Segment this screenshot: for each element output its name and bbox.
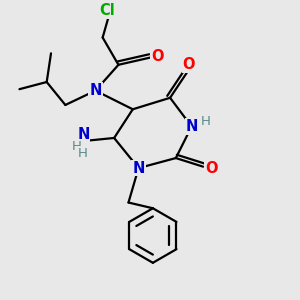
Text: O: O — [205, 160, 217, 175]
Text: O: O — [182, 57, 195, 72]
Text: O: O — [151, 49, 164, 64]
Text: N: N — [132, 160, 145, 175]
Text: N: N — [185, 119, 198, 134]
Text: Cl: Cl — [99, 3, 115, 18]
Text: H: H — [72, 140, 82, 153]
Text: N: N — [77, 127, 90, 142]
Text: N: N — [89, 83, 102, 98]
Text: H: H — [201, 115, 211, 128]
Text: H: H — [78, 147, 88, 160]
